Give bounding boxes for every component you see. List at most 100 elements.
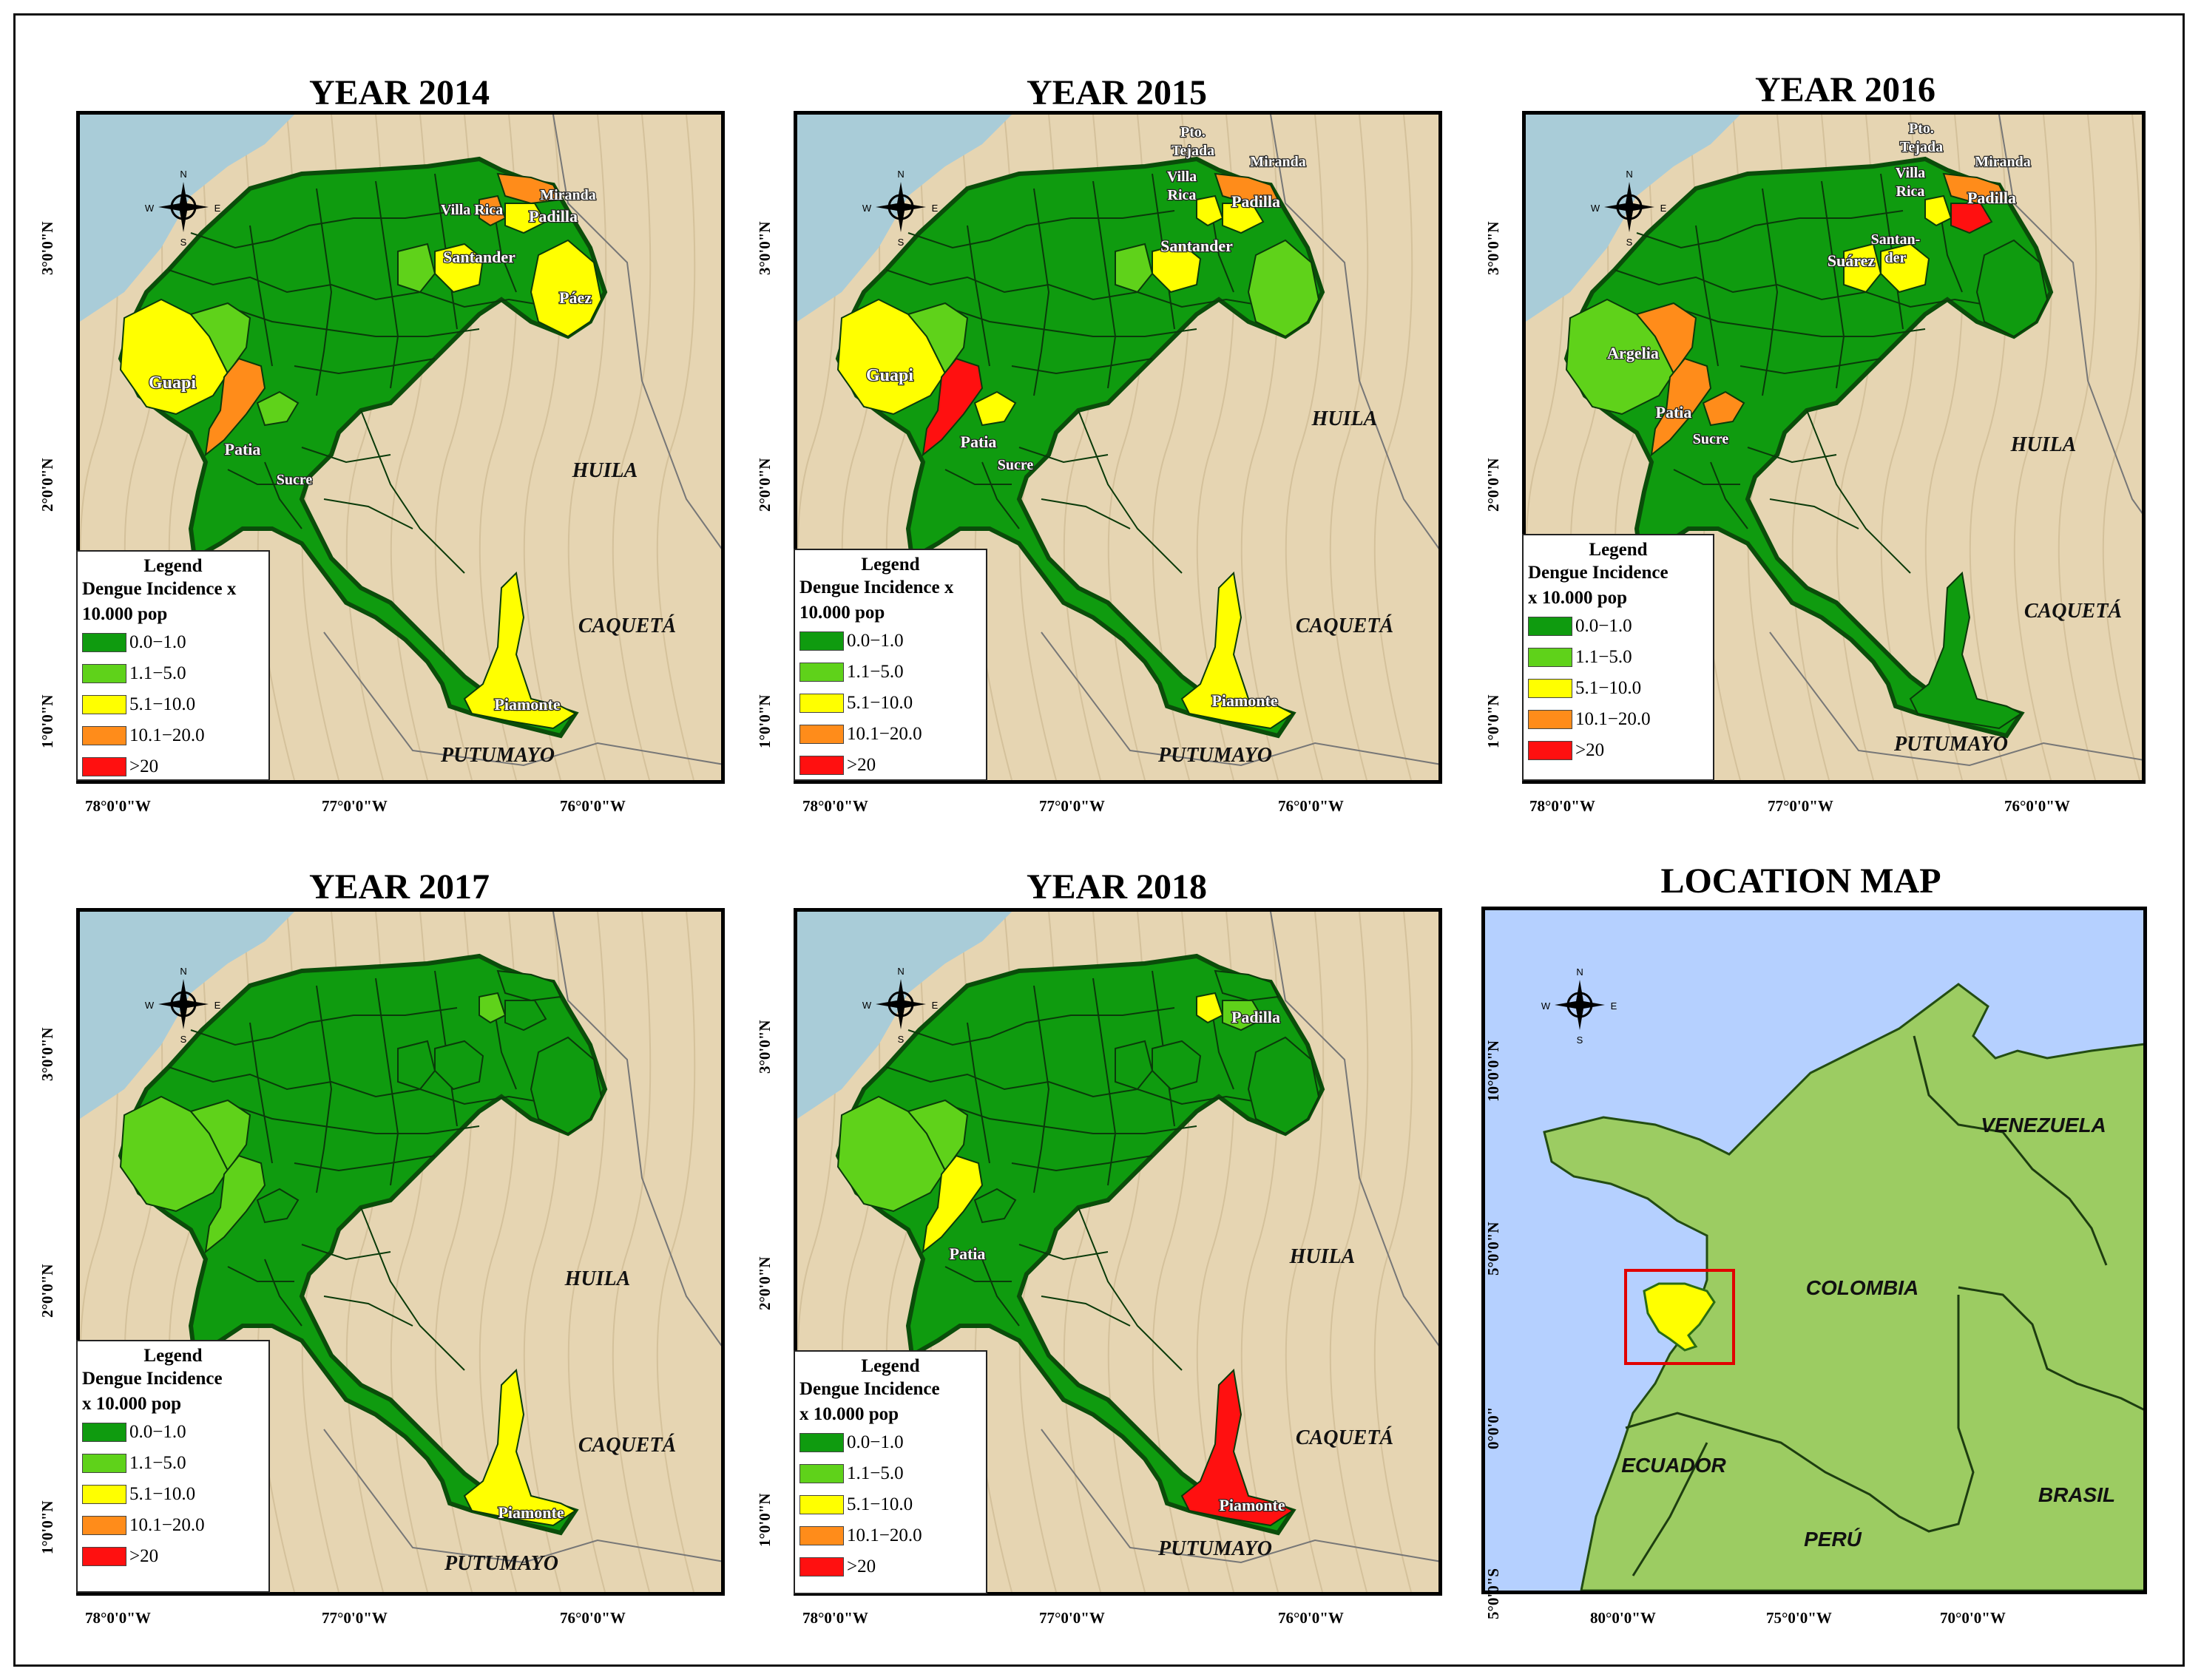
municipality-suarez <box>397 1040 436 1091</box>
legend-swatch <box>799 1526 844 1545</box>
legend-swatch <box>82 664 126 683</box>
lat-label: 3°0'0"N <box>1484 221 1502 275</box>
map-2016: N S E W HUILA CAQUETÁ PUTUMAYO Argelia Patia Sucr… <box>1522 111 2146 784</box>
municipality-piamonte <box>1909 571 2023 730</box>
country-label-peru: PERÚ <box>1804 1528 1862 1551</box>
municipality-border <box>967 1022 990 1164</box>
dept-label-caqueta: CAQUETÁ <box>1296 614 1393 637</box>
relief-line <box>612 912 652 1592</box>
legend-row: 5.1−10.0 <box>799 688 986 719</box>
border-colombia-peru-ecuador <box>1625 1295 1975 1533</box>
municipality-padilla <box>504 203 547 234</box>
compass-star <box>158 979 209 1029</box>
lat-label: 1°0'0"N <box>756 1493 774 1547</box>
municipality-piamonte <box>1180 571 1294 730</box>
lat-label: 3°0'0"N <box>756 1020 774 1074</box>
dept-label-caqueta: CAQUETÁ <box>578 1434 676 1457</box>
relief-line <box>567 115 607 780</box>
legend-swatch <box>1528 617 1572 636</box>
legend-row: 5.1−10.0 <box>82 689 268 720</box>
municipality-label-piamonte: Piamonte <box>1219 1496 1285 1514</box>
north-arrow-icon: N S E W <box>1591 169 1667 248</box>
legend: Legend Dengue Incidence x 10.000 pop 0.0… <box>1522 534 1714 781</box>
cauca-department <box>1563 156 2054 739</box>
pacific-ocean <box>80 115 294 322</box>
municipality-paez <box>1247 1036 1320 1135</box>
municipality-patia <box>204 1154 266 1254</box>
municipality-border <box>1747 447 1837 464</box>
municipality-border <box>1018 1244 1109 1261</box>
municipality-label-tejada: Tejada <box>1900 139 1943 155</box>
municipality-lines <box>885 970 1271 1371</box>
municipality-label-patia: Patia <box>950 1244 986 1263</box>
municipality-piamonte <box>463 1368 577 1527</box>
municipality-miranda <box>496 172 562 205</box>
municipality-border <box>1769 498 1859 529</box>
municipality-border <box>190 210 458 249</box>
legend-swatch <box>82 695 126 714</box>
legend-label: 10.1−20.0 <box>129 725 205 745</box>
department-border <box>1041 631 1438 767</box>
municipality-argelia <box>907 1099 969 1172</box>
legend-row: 10.1−20.0 <box>1528 704 1713 735</box>
legend-label: 1.1−5.0 <box>847 662 904 682</box>
municipality-padilla <box>1222 1000 1265 1032</box>
map-svg: N S E W HUILA CAQUETÁ PUTUMAYO Guapi Patia Sucre P… <box>80 115 721 780</box>
dept-label-caqueta: CAQUETÁ <box>2024 600 2122 623</box>
municipality-border <box>1018 447 1109 464</box>
municipality-suarez <box>397 243 436 294</box>
municipality-argelia <box>189 1099 251 1172</box>
dept-label-putumayo: PUTUMAYO <box>444 1552 558 1575</box>
municipality-border <box>1673 469 1740 485</box>
department-border <box>1270 912 1438 1347</box>
municipality-label-miranda: Miranda <box>1250 154 1306 170</box>
municipality-border <box>249 225 273 367</box>
municipality-sucre <box>973 390 1017 427</box>
lon-label: 77°0'0"W <box>322 1609 388 1627</box>
cauca-location-highlight <box>1643 1282 1716 1352</box>
municipality-border <box>944 1266 1012 1282</box>
compass-letter: N <box>1626 169 1632 180</box>
municipality-guapi <box>119 298 229 416</box>
figure-frame <box>13 13 2185 1667</box>
municipality-label-sucre: Sucre <box>277 472 313 488</box>
compass-letter: S <box>1626 237 1633 248</box>
north-arrow-icon: N S E W <box>145 966 221 1045</box>
lat-label: 2°0'0"N <box>38 1264 56 1318</box>
municipality-border <box>264 461 302 529</box>
legend-row: 1.1−5.0 <box>799 657 986 688</box>
municipality-label-padilla: Padilla <box>529 207 578 226</box>
municipality-label-suarez: Suárez <box>1828 251 1876 270</box>
municipality-border <box>227 469 294 485</box>
municipality-border <box>493 210 517 293</box>
legend-row: 1.1−5.0 <box>82 658 268 689</box>
municipality-border <box>1078 1207 1183 1371</box>
municipality-piamonte <box>1180 1368 1294 1527</box>
department-border <box>323 631 721 767</box>
municipality-label-tejada: Tejada <box>1172 143 1214 159</box>
legend-swatch <box>1528 679 1572 698</box>
municipality-border <box>168 269 554 308</box>
municipality-label-miranda: Miranda <box>1975 154 2031 170</box>
legend-label: 1.1−5.0 <box>129 1453 186 1473</box>
lat-label: 2°0'0"N <box>1484 458 1502 512</box>
legend: Legend Dengue Incidence x 10.000 pop 0.0… <box>794 1350 987 1594</box>
lat-label: 1°0'0"N <box>38 1500 56 1554</box>
dept-label-putumayo: PUTUMAYO <box>1157 1537 1272 1560</box>
legend-label: >20 <box>129 756 159 776</box>
municipality-label-padilla: Padilla <box>1967 189 2016 207</box>
border-colombia-venezuela <box>1913 1035 2108 1266</box>
municipality-border <box>1695 225 1719 367</box>
lon-label: 77°0'0"W <box>1039 797 1105 815</box>
legend-title: Legend <box>143 556 203 576</box>
legend-subtitle: x 10.000 pop <box>1528 588 1628 608</box>
border-colombia-brasil <box>1958 1286 2143 1411</box>
south-america-land <box>1543 983 2143 1591</box>
legend-row: 0.0−1.0 <box>1528 611 1713 642</box>
municipality-label-miranda: Miranda <box>540 187 596 203</box>
north-arrow-icon: N S E W <box>145 169 221 248</box>
legend-title: Legend <box>1589 540 1648 560</box>
study-area-box <box>1624 1269 1735 1365</box>
dept-label-putumayo: PUTUMAYO <box>440 744 555 767</box>
municipality-border <box>1078 410 1183 574</box>
